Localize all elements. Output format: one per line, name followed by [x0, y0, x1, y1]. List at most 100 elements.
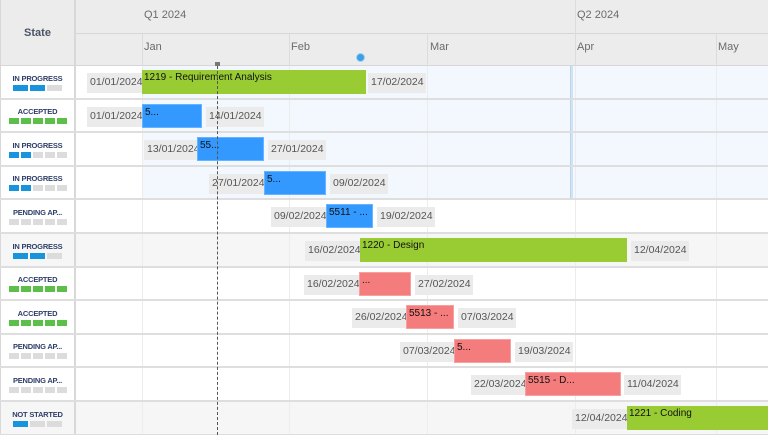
task-bar[interactable]: 1221 - Coding	[627, 406, 768, 430]
task-bar[interactable]: ...	[359, 272, 411, 296]
end-date-label: 11/04/2024	[624, 375, 681, 395]
month-gridline	[142, 234, 143, 266]
task-row[interactable]: ACCEPTED 16/02/2024 27/02/2024...	[0, 268, 768, 301]
month-gridline	[427, 133, 428, 165]
state-cell[interactable]: ACCEPTED	[0, 100, 76, 131]
progress-segment	[56, 386, 67, 393]
month-gridline	[142, 335, 143, 366]
task-row[interactable]: IN PROGRESS 01/01/2024 17/02/2024 1219 - Re…	[0, 66, 768, 100]
state-cell[interactable]: IN PROGRESS	[0, 234, 76, 266]
today-line	[217, 66, 218, 435]
month-gridline	[575, 301, 576, 333]
progress-segment	[56, 151, 67, 158]
state-cell[interactable]: IN PROGRESS	[0, 133, 76, 165]
state-column-header[interactable]: State	[0, 0, 76, 66]
task-bar[interactable]: 5511 - ...	[326, 204, 373, 228]
progress-segment	[32, 319, 43, 326]
month-divider	[142, 34, 143, 66]
month-label-mar: Mar	[430, 41, 449, 53]
timeline-marker-dot-icon[interactable]	[356, 53, 365, 62]
start-date-label: 07/03/2024	[400, 342, 458, 362]
state-cell[interactable]: PENDING AP...	[0, 368, 76, 400]
task-row[interactable]: ACCEPTED 01/01/2024 14/01/2024 5...	[0, 100, 768, 133]
task-row[interactable]: PENDING AP... 09/02/2024 19/02/2024 5511 - …	[0, 200, 768, 234]
end-date-label: 19/02/2024	[377, 207, 435, 227]
month-gridline	[575, 66, 576, 98]
progress-segment	[8, 353, 19, 359]
month-label-feb: Feb	[291, 41, 310, 53]
month-gridline	[142, 268, 143, 299]
progress-indicator	[13, 84, 62, 91]
task-row[interactable]: PENDING AP... 07/03/2024 19/03/2024 5...	[0, 335, 768, 368]
state-cell[interactable]: ACCEPTED	[0, 268, 76, 299]
task-row[interactable]: NOT STARTED 12/04/2024 1221 - Coding	[0, 402, 768, 435]
state-cell[interactable]: PENDING AP...	[0, 335, 76, 366]
progress-indicator	[8, 386, 67, 393]
month-divider	[575, 34, 576, 66]
progress-segment	[32, 353, 43, 359]
month-gridline	[427, 402, 428, 434]
progress-segment	[13, 420, 28, 427]
state-label: PENDING AP...	[12, 342, 63, 351]
task-bar[interactable]: 5513 - ...	[406, 305, 454, 329]
progress-segment	[47, 84, 62, 91]
progress-segment	[13, 252, 28, 259]
task-row[interactable]: PENDING AP... 22/03/2024 11/04/2024 5515 - …	[0, 368, 768, 402]
month-gridline	[142, 167, 143, 198]
month-gridline	[716, 167, 717, 198]
progress-indicator	[8, 118, 67, 124]
month-gridline	[716, 234, 717, 266]
state-label: IN PROGRESS	[12, 241, 63, 251]
progress-indicator	[8, 319, 67, 326]
progress-segment	[30, 84, 45, 91]
month-gridline	[716, 368, 717, 400]
progress-segment	[56, 218, 67, 225]
progress-indicator	[8, 218, 67, 225]
month-gridline	[427, 368, 428, 400]
progress-segment	[13, 84, 28, 91]
task-row[interactable]: IN PROGRESS 13/01/2024 27/01/2024 55...	[0, 133, 768, 167]
progress-segment	[8, 386, 19, 393]
month-gridline	[716, 100, 717, 131]
task-bar[interactable]: 5...	[454, 339, 511, 363]
state-cell[interactable]: NOT STARTED	[0, 402, 76, 434]
progress-segment	[44, 319, 55, 326]
progress-segment	[44, 353, 55, 359]
progress-segment	[8, 218, 19, 225]
progress-segment	[20, 286, 31, 292]
task-bar[interactable]: 5...	[142, 104, 202, 128]
end-date-label: 12/04/2024	[631, 241, 689, 261]
baseline-marker	[570, 133, 573, 165]
month-gridline	[142, 301, 143, 333]
task-row[interactable]: ACCEPTED 26/02/2024 07/03/2024 5513 - ...	[0, 301, 768, 335]
month-gridline	[716, 268, 717, 299]
baseline-marker	[570, 66, 573, 98]
end-date-label: 27/02/2024	[415, 275, 473, 295]
progress-segment	[20, 353, 31, 359]
end-date-label: 07/03/2024	[458, 308, 516, 328]
state-cell[interactable]: IN PROGRESS	[0, 167, 76, 198]
progress-segment	[32, 151, 43, 158]
start-date-label: 01/01/2024	[87, 73, 145, 93]
month-gridline	[289, 100, 290, 131]
end-date-label: 09/02/2024	[330, 174, 388, 194]
task-row[interactable]: IN PROGRESS 16/02/2024 12/04/2024 1220 - De…	[0, 234, 768, 268]
state-cell[interactable]: IN PROGRESS	[0, 66, 76, 98]
month-gridline	[289, 234, 290, 266]
task-bar[interactable]: 5...	[264, 171, 326, 195]
state-cell[interactable]: ACCEPTED	[0, 301, 76, 333]
end-date-label: 14/01/2024	[206, 107, 264, 127]
month-gridline	[142, 368, 143, 400]
progress-segment	[44, 118, 55, 124]
task-row[interactable]: IN PROGRESS 27/01/2024 09/02/2024 5...	[0, 167, 768, 200]
state-label: PENDING AP...	[12, 375, 63, 385]
task-bar[interactable]: 5515 - D...	[525, 372, 621, 396]
task-bar[interactable]: 1220 - Design	[360, 238, 627, 262]
task-bar[interactable]: 55...	[197, 137, 264, 161]
state-label: IN PROGRESS	[12, 73, 63, 83]
month-gridline	[716, 200, 717, 232]
state-cell[interactable]: PENDING AP...	[0, 200, 76, 232]
month-gridline	[427, 167, 428, 198]
month-label-may: May	[718, 41, 739, 53]
task-bar[interactable]: 1219 - Requirement Analysis	[142, 70, 366, 94]
